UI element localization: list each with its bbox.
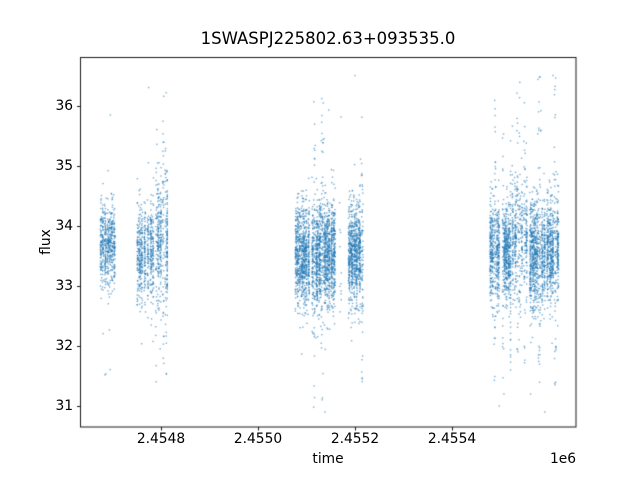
x-tick-label-24554: 2.4554 [427,431,477,447]
chart-title: 1SWASPJ225802.63+093535.0 [200,29,456,48]
y-tick-label-34: 34 [55,218,73,234]
y-tick-label-36: 36 [55,98,73,114]
x-axis-offset-label: 1e6 [549,451,576,467]
y-tick-label-31: 31 [55,398,73,414]
y-tick-label-32: 32 [55,338,73,354]
x-tick-label-24550: 2.4550 [233,431,283,447]
x-axis-label: time [312,451,344,467]
y-tick-label-33: 33 [55,278,73,294]
x-tick-label-24552: 2.4552 [330,431,380,447]
y-tick-label-35: 35 [55,158,73,174]
x-tick-label-24548: 2.4548 [136,431,186,447]
